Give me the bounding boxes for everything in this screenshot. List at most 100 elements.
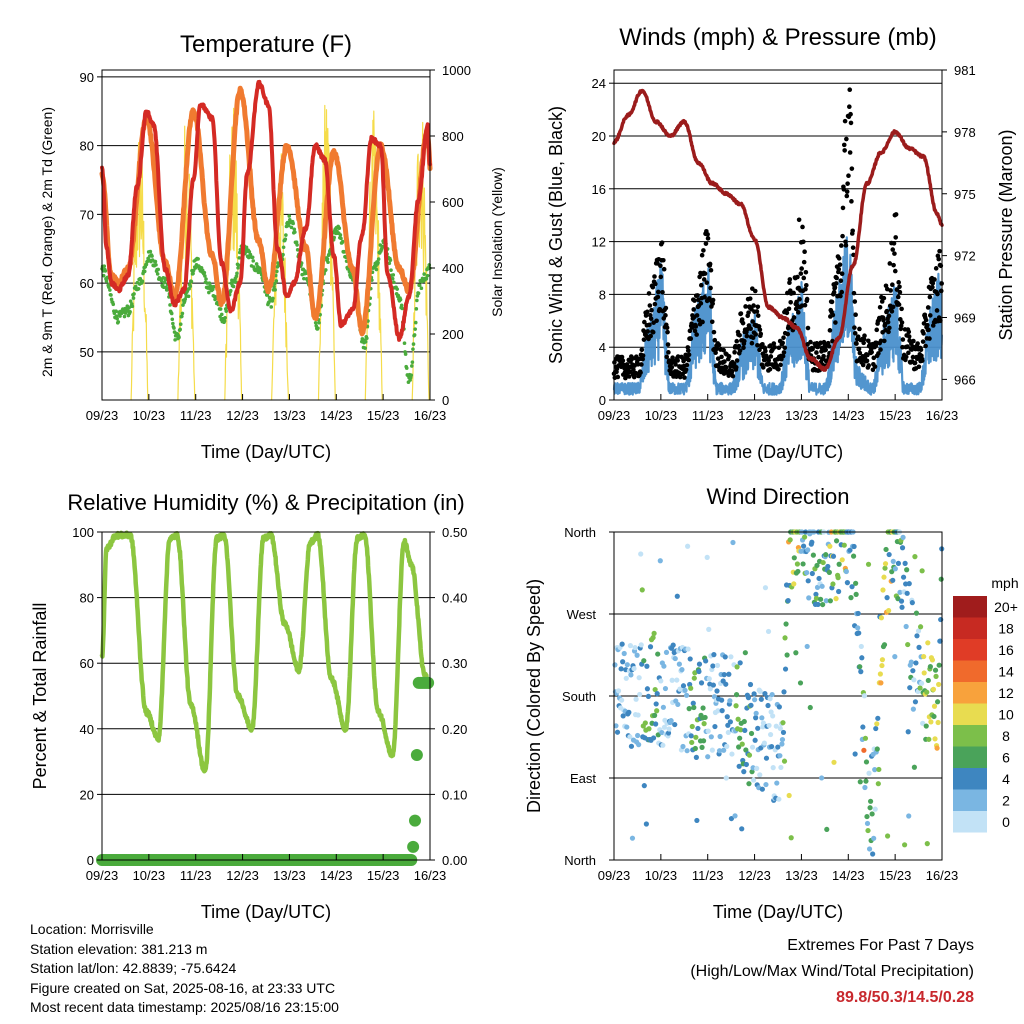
gust-point	[710, 297, 716, 303]
gust-point	[919, 358, 925, 363]
gust-point	[750, 335, 756, 341]
direction-point	[627, 734, 633, 740]
winds-right-tick-label: 981	[954, 63, 976, 78]
direction-point	[769, 743, 775, 750]
dewpoint-point	[287, 214, 292, 218]
temperature-x-tick-label: 16/23	[414, 408, 447, 423]
gust-point	[648, 316, 654, 321]
temperature-right-tick-label: 800	[442, 129, 464, 144]
dewpoint-point	[222, 319, 227, 323]
direction-point	[877, 671, 883, 677]
dewpoint-point	[411, 347, 415, 351]
dewpoint-point	[427, 263, 432, 267]
humidity-plot-frame	[101, 531, 431, 861]
direction-point	[886, 551, 892, 558]
gust-point	[785, 331, 791, 337]
gust-point	[754, 309, 760, 314]
direction-point	[702, 714, 708, 721]
gust-point	[650, 329, 656, 335]
direction-point	[921, 670, 927, 676]
gust-point	[653, 281, 658, 287]
direction-point	[683, 692, 690, 698]
direction-point	[690, 700, 696, 706]
gust-point	[673, 362, 678, 367]
dewpoint-point	[271, 296, 275, 301]
legend-unit: mph	[991, 575, 1018, 591]
direction-point	[781, 689, 787, 695]
direction-point	[719, 697, 725, 703]
dewpoint-point	[109, 297, 114, 302]
dewpoint-point	[410, 364, 414, 368]
gust-point	[677, 374, 683, 380]
gust-point	[938, 288, 944, 294]
legend-label: 4	[1002, 771, 1010, 787]
precipitation-point	[407, 840, 420, 853]
gust-point	[795, 310, 801, 315]
gust-point	[702, 271, 708, 276]
direction-point	[911, 677, 917, 683]
gust-point	[874, 340, 879, 346]
direction-point	[816, 575, 822, 582]
gust-point	[827, 328, 833, 333]
humidity-x-tick-label: 15/23	[367, 868, 400, 883]
gust-point	[760, 365, 766, 370]
humidity-right-tick-label: 0.50	[442, 525, 467, 540]
gust-point	[865, 352, 870, 358]
direction-point	[910, 668, 916, 674]
direction-point	[762, 691, 768, 697]
direction-point	[776, 796, 782, 802]
gust-point	[685, 348, 691, 353]
direction-xlabel: Time (Day/UTC)	[713, 902, 843, 922]
direction-point	[676, 661, 682, 667]
gust-point	[746, 310, 751, 315]
direction-point	[779, 736, 786, 743]
direction-point	[757, 772, 763, 778]
dewpoint-point	[295, 248, 300, 252]
direction-point	[703, 658, 709, 664]
gust-point	[675, 358, 680, 363]
direction-point	[688, 733, 694, 739]
direction-point	[930, 686, 937, 692]
direction-point	[777, 753, 783, 759]
gust-point	[846, 173, 851, 178]
gust-point	[843, 239, 848, 245]
direction-point	[759, 715, 765, 721]
dewpoint-point	[424, 277, 429, 281]
gust-point	[751, 303, 756, 308]
gust-point	[748, 326, 753, 332]
direction-point	[849, 584, 855, 590]
humidity-right-tick-label: 0.20	[442, 722, 467, 737]
direction-point	[912, 699, 919, 705]
gust-point	[791, 290, 796, 296]
gust-point	[707, 261, 713, 267]
gust-point	[887, 325, 892, 331]
dewpoint-point	[411, 342, 416, 346]
direction-point	[684, 748, 690, 754]
gust-point	[755, 304, 761, 310]
gust-point	[784, 310, 790, 316]
winds-right-tick-label: 978	[954, 125, 976, 140]
gust-point	[865, 338, 871, 344]
direction-point	[708, 734, 714, 740]
direction-point	[884, 595, 890, 601]
direction-point	[693, 734, 699, 740]
winds-y-tick-label: 8	[599, 287, 606, 302]
direction-point	[907, 685, 913, 691]
gust-point	[823, 347, 829, 353]
direction-point	[620, 659, 626, 665]
gust-point	[629, 355, 635, 361]
direction-point	[696, 661, 703, 667]
dewpoint-point	[101, 273, 106, 278]
dewpoint-point	[422, 272, 426, 276]
direction-point	[686, 706, 692, 712]
gust-point	[876, 351, 881, 356]
legend-swatch	[953, 811, 987, 833]
direction-point	[620, 713, 626, 719]
winds-xlabel: Time (Day/UTC)	[713, 442, 843, 462]
legend-label: 14	[998, 663, 1014, 679]
humidity-x-tick-label: 09/23	[86, 868, 119, 883]
direction-point	[651, 630, 657, 636]
gust-point	[796, 217, 802, 223]
direction-point	[741, 718, 747, 725]
winds-right-tick-label: 975	[954, 187, 976, 202]
